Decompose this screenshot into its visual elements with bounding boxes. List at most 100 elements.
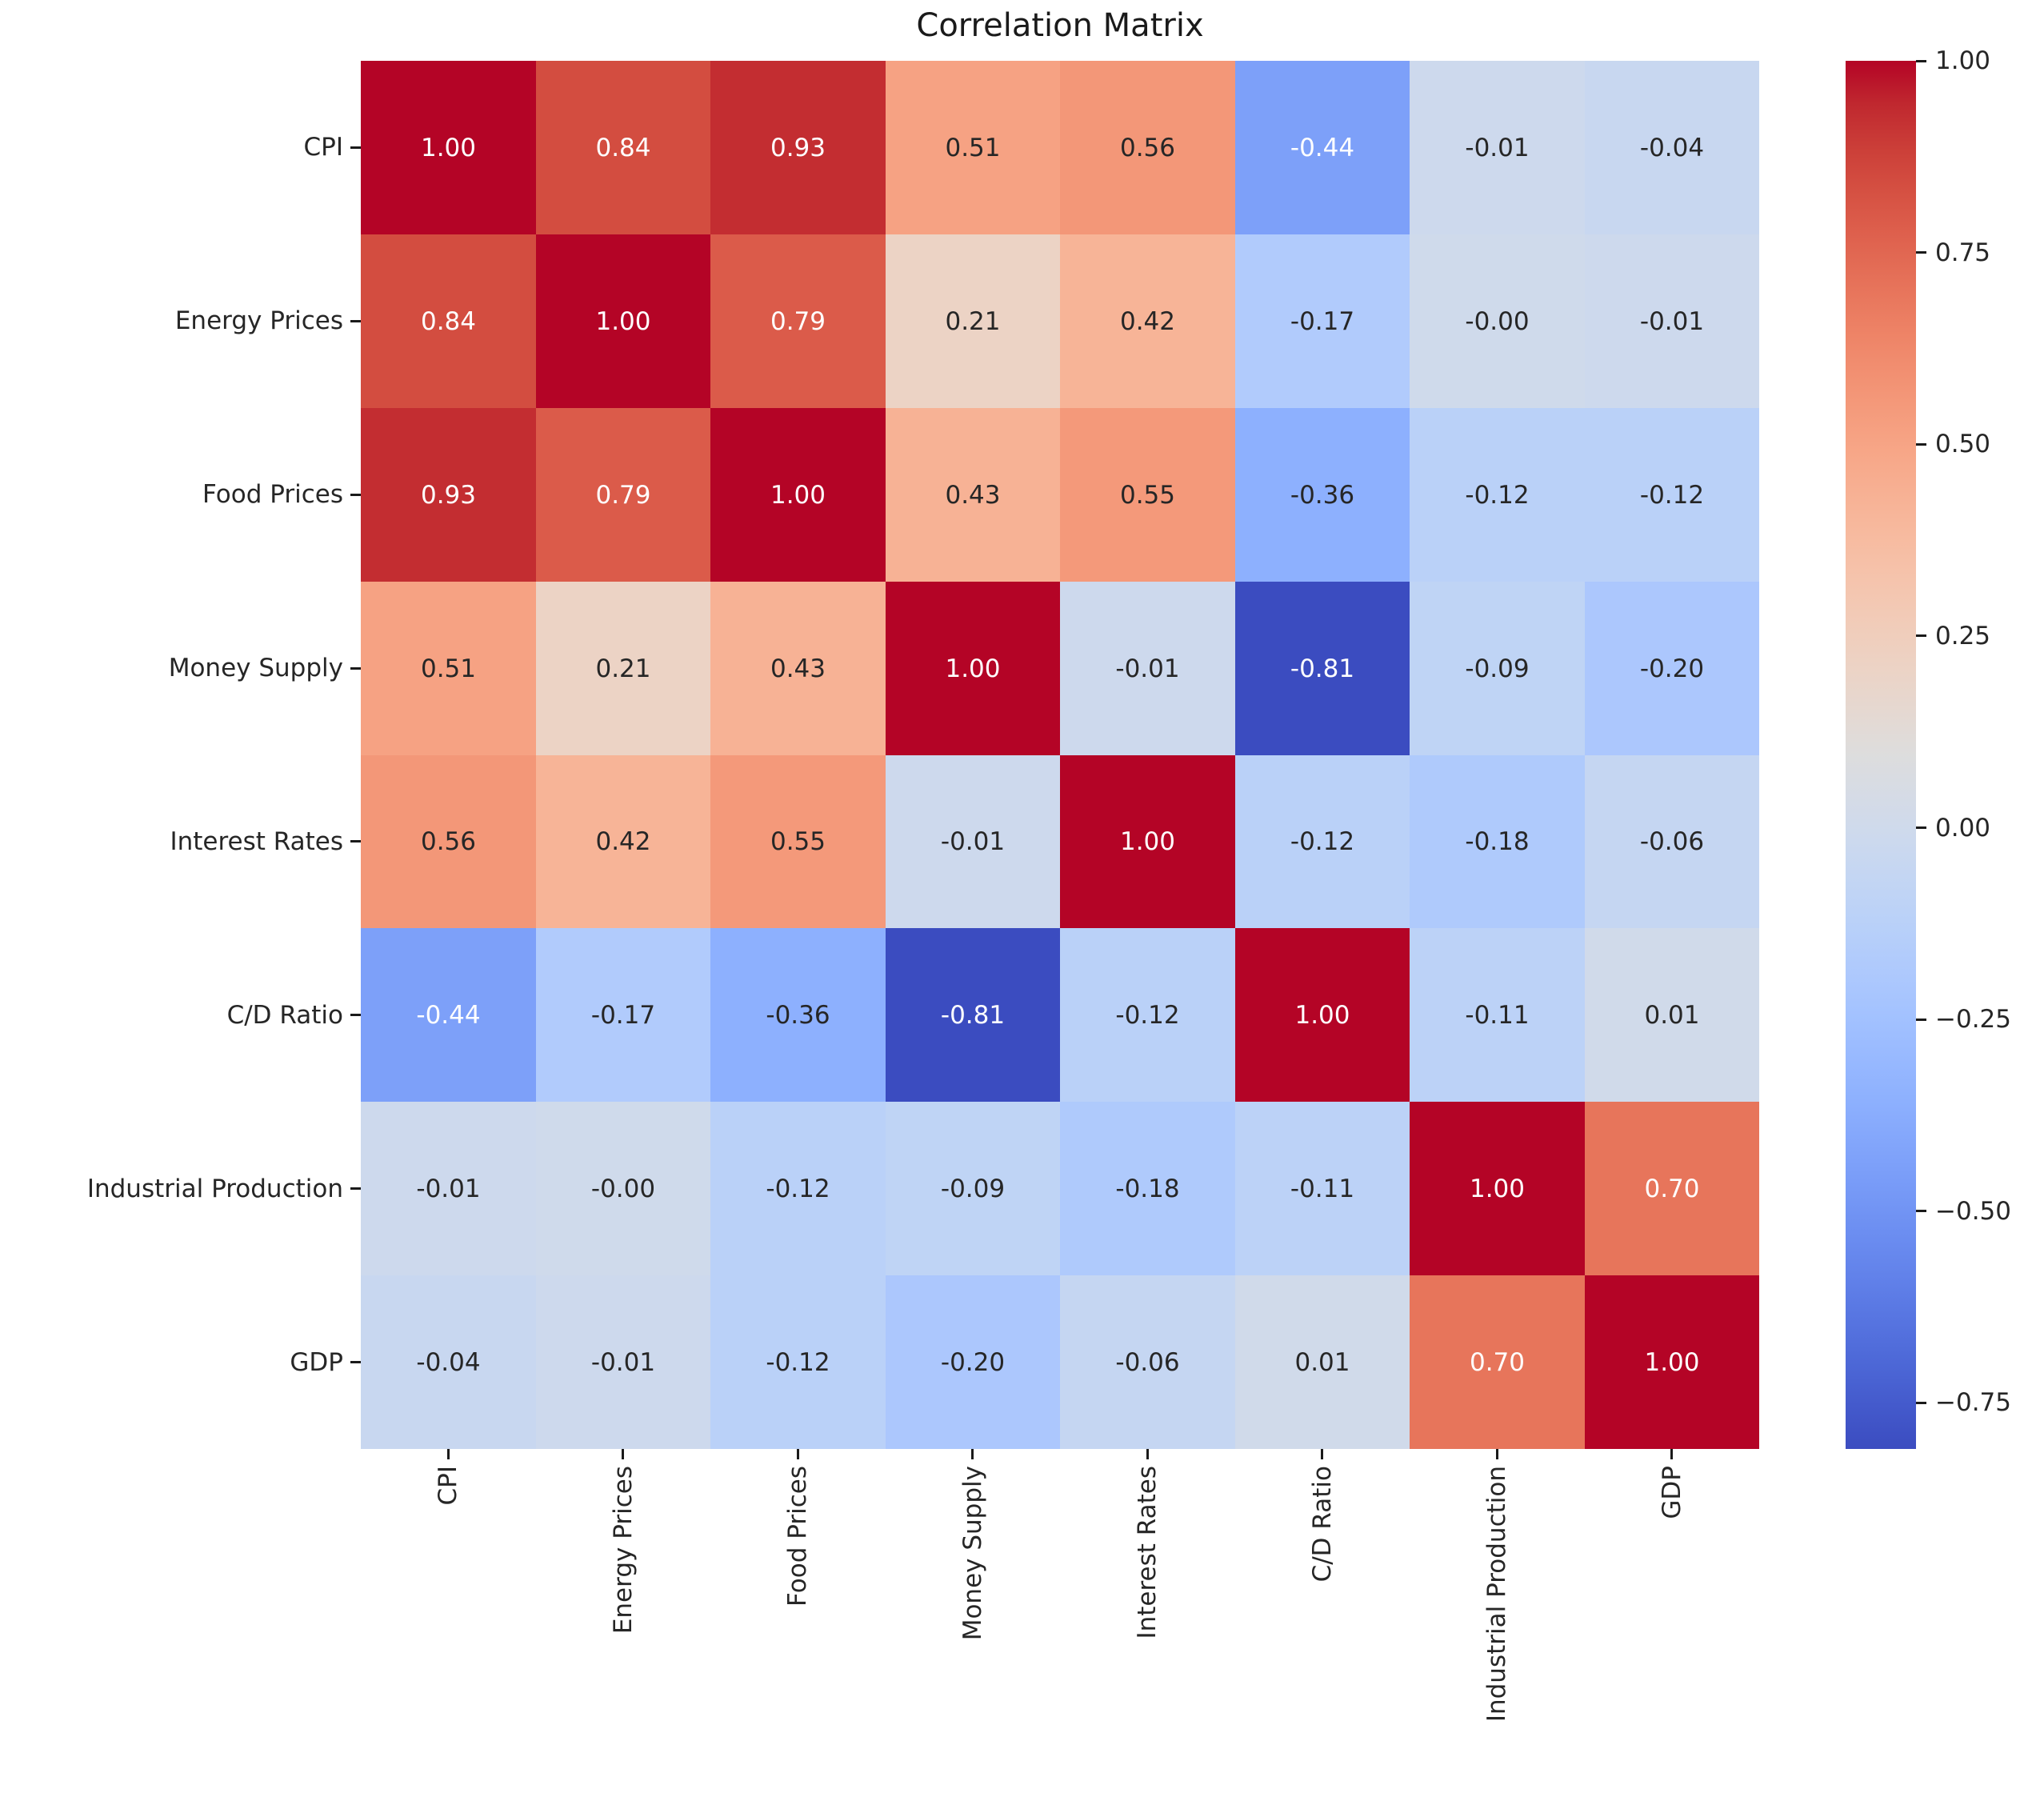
colorbar-tick-mark	[1916, 1019, 1926, 1021]
heatmap-cell: -0.09	[886, 1102, 1060, 1275]
colorbar-tick-label: −0.25	[1935, 1005, 2011, 1034]
heatmap-cell: 0.93	[710, 61, 886, 234]
heatmap-cell: -0.20	[1585, 582, 1759, 755]
x-tick-label: Money Supply	[958, 1466, 987, 1641]
y-tick-mark	[350, 1361, 361, 1363]
y-tick-label: Money Supply	[168, 654, 343, 683]
heatmap-cell: -0.12	[1410, 408, 1585, 582]
x-tick-label: Interest Rates	[1133, 1466, 1162, 1639]
colorbar-tick-label: −0.50	[1935, 1197, 2011, 1226]
heatmap-cell: -0.44	[361, 928, 536, 1102]
heatmap-cell: 1.00	[1235, 928, 1410, 1102]
heatmap-cell: 1.00	[1585, 1275, 1759, 1449]
y-tick-label: Interest Rates	[170, 826, 343, 856]
y-tick-label: C/D Ratio	[226, 1000, 343, 1030]
colorbar	[1846, 61, 1916, 1449]
x-tick-mark	[1146, 1449, 1149, 1459]
heatmap-cell: -0.36	[710, 928, 886, 1102]
colorbar-tick-mark	[1916, 1210, 1926, 1212]
heatmap-cell: 0.43	[710, 582, 886, 755]
heatmap-cell: 1.00	[710, 408, 886, 582]
heatmap-cell: 0.56	[1060, 61, 1235, 234]
heatmap-cell: 0.84	[361, 234, 536, 408]
colorbar-tick-label: 1.00	[1935, 46, 1991, 75]
heatmap-cell: -0.00	[536, 1102, 710, 1275]
y-tick-mark	[350, 667, 361, 670]
x-tick-mark	[1670, 1449, 1673, 1459]
heatmap-cell: 0.93	[361, 408, 536, 582]
heatmap-cell: 1.00	[886, 582, 1060, 755]
colorbar-tick-mark	[1916, 634, 1926, 637]
y-tick-mark	[350, 320, 361, 322]
x-tick-label: Industrial Production	[1482, 1466, 1511, 1723]
heatmap-cell: 0.01	[1585, 928, 1759, 1102]
heatmap-cell: -0.01	[361, 1102, 536, 1275]
y-tick-label: CPI	[303, 133, 343, 162]
colorbar-tick-mark	[1916, 1402, 1926, 1404]
x-tick-mark	[1496, 1449, 1498, 1459]
heatmap-cell: -0.11	[1410, 928, 1585, 1102]
x-tick-mark	[447, 1449, 450, 1459]
chart-title: Correlation Matrix	[916, 7, 1204, 44]
heatmap-cell: -0.44	[1235, 61, 1410, 234]
heatmap-cell: 0.21	[886, 234, 1060, 408]
heatmap-cell: 0.70	[1410, 1275, 1585, 1449]
heatmap-cell: -0.04	[361, 1275, 536, 1449]
x-tick-label: Food Prices	[783, 1466, 812, 1607]
colorbar-tick-label: 0.75	[1935, 238, 1991, 267]
x-tick-mark	[622, 1449, 624, 1459]
heatmap-cell: -0.11	[1235, 1102, 1410, 1275]
y-tick-mark	[350, 840, 361, 842]
heatmap-cell: 1.00	[1060, 755, 1235, 928]
y-tick-mark	[350, 1187, 361, 1190]
x-tick-mark	[971, 1449, 974, 1459]
x-tick-label: CPI	[434, 1466, 462, 1506]
x-tick-label: GDP	[1658, 1466, 1686, 1519]
heatmap-cell: -0.06	[1060, 1275, 1235, 1449]
heatmap-cell: 0.55	[1060, 408, 1235, 582]
colorbar-tick-mark	[1916, 251, 1926, 254]
heatmap-cell: -0.04	[1585, 61, 1759, 234]
heatmap-cell: -0.06	[1585, 755, 1759, 928]
colorbar-tick-label: 0.50	[1935, 430, 1991, 458]
heatmap-cell: 1.00	[361, 61, 536, 234]
heatmap-cell: 1.00	[536, 234, 710, 408]
x-tick-mark	[797, 1449, 799, 1459]
x-tick-label: C/D Ratio	[1308, 1466, 1337, 1583]
heatmap-cell: -0.12	[1235, 755, 1410, 928]
colorbar-tick-mark	[1916, 443, 1926, 446]
heatmap-cell: 0.84	[536, 61, 710, 234]
heatmap-cell: 0.42	[1060, 234, 1235, 408]
heatmap-cell: -0.12	[1585, 408, 1759, 582]
colorbar-tick-label: 0.25	[1935, 622, 1991, 650]
heatmap-cell: -0.81	[886, 928, 1060, 1102]
heatmap-cell: -0.12	[710, 1102, 886, 1275]
colorbar-tick-label: 0.00	[1935, 814, 1991, 842]
heatmap-cell: 0.01	[1235, 1275, 1410, 1449]
heatmap-cell: -0.01	[886, 755, 1060, 928]
heatmap-cell: -0.18	[1060, 1102, 1235, 1275]
heatmap-cell: -0.18	[1410, 755, 1585, 928]
heatmap-cell: -0.81	[1235, 582, 1410, 755]
colorbar-tick-mark	[1916, 826, 1926, 829]
heatmap-cell: 0.79	[536, 408, 710, 582]
y-tick-label: Energy Prices	[174, 306, 343, 336]
heatmap-cell: 0.43	[886, 408, 1060, 582]
heatmap-cell: -0.01	[1060, 582, 1235, 755]
heatmap-cell: 1.00	[1410, 1102, 1585, 1275]
y-tick-mark	[350, 1014, 361, 1016]
colorbar-tick-label: −0.75	[1935, 1388, 2011, 1417]
heatmap-cell: 0.51	[886, 61, 1060, 234]
heatmap-cell: -0.36	[1235, 408, 1410, 582]
heatmap-cell: 0.51	[361, 582, 536, 755]
heatmap-cell: -0.00	[1410, 234, 1585, 408]
heatmap-cell: -0.17	[1235, 234, 1410, 408]
x-tick-label: Energy Prices	[609, 1466, 638, 1635]
y-tick-label: Industrial Production	[86, 1174, 343, 1203]
y-tick-label: Food Prices	[202, 480, 343, 510]
heatmap-cell: -0.12	[710, 1275, 886, 1449]
heatmap-cell: -0.01	[1585, 234, 1759, 408]
heatmap-cell: 0.21	[536, 582, 710, 755]
heatmap-cell: 0.79	[710, 234, 886, 408]
